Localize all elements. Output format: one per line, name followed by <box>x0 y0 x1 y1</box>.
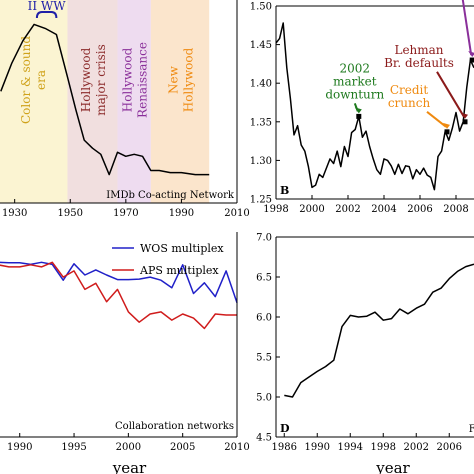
event-arrow-head <box>468 51 474 58</box>
x-tick-label: 2010 <box>224 208 249 219</box>
event-label-line: market <box>333 74 377 88</box>
era-region <box>0 0 68 203</box>
event-marker <box>469 57 474 63</box>
y-tick-label: 1.25 <box>250 195 272 206</box>
panel-c: 1990 1995 2000 2005 2010 year Collaboration ne… <box>0 232 250 474</box>
series-line <box>0 261 237 330</box>
x-tick-label: 2006 <box>437 442 462 453</box>
series-line <box>275 22 474 191</box>
x-tick-label: 2000 <box>116 442 141 453</box>
x-axis-label: year <box>112 459 147 474</box>
event-arrow-head <box>354 107 362 114</box>
y-tick-label: 5.5 <box>256 353 272 364</box>
event-arrow <box>436 71 465 118</box>
era-label: Hollywood major crisis <box>79 44 108 115</box>
series-line <box>284 263 474 398</box>
y-tick-label: 1.40 <box>250 79 272 90</box>
x-tick-label: 2010 <box>224 442 249 453</box>
event-arrow-head <box>443 122 450 129</box>
x-tick-label: 1970 <box>113 208 138 219</box>
y-tick-label: 1.50 <box>250 2 272 13</box>
x-tick-label: 2008 <box>443 204 468 215</box>
era-label-line: major crisis <box>94 44 108 115</box>
event-label-line: downturn <box>325 87 384 101</box>
chart-title: IMDb Co-acting Network <box>106 190 235 201</box>
panel-label: B <box>280 184 289 197</box>
chart-title: Collaboration networks <box>115 421 234 432</box>
x-tick-label: 1998 <box>263 204 288 215</box>
y-tick-label: 5.0 <box>256 393 272 404</box>
era-region <box>67 0 118 203</box>
series-line <box>0 261 238 303</box>
era-label-line: Hollywood <box>79 47 93 112</box>
event-marker <box>462 119 468 125</box>
x-tick-label: 2005 <box>170 442 195 453</box>
x-tick-label: 1930 <box>2 208 27 219</box>
panel-b: 1998 2000 2002 2004 2006 2008 1.25 1.30 1.35 1.40… <box>250 0 474 215</box>
panel-a: Color & sound era Hollywood major crisis Hol… <box>0 0 250 219</box>
era-label: Hollywood Renaissance <box>121 42 150 118</box>
event-label-line: Credit <box>390 83 429 97</box>
wwii-bracket <box>35 11 58 19</box>
x-tick-label: 2002 <box>404 442 429 453</box>
era-label: Color & sound era <box>19 36 48 124</box>
x-tick-label: 1990 <box>305 442 330 453</box>
era-label-line: Color & sound <box>19 36 33 124</box>
event-arrow-head <box>461 112 468 119</box>
x-tick-label: 1998 <box>371 442 396 453</box>
y-tick-label: 1.35 <box>250 117 272 128</box>
x-tick-label: 2002 <box>335 204 360 215</box>
panel-d: 1986 1990 1994 1998 2002 2006 4.5 5.0 5.5 6.0 6.5 7… <box>256 233 474 474</box>
y-tick-label: 6.5 <box>256 273 272 284</box>
era-label-line: era <box>34 70 48 90</box>
panel-label: D <box>280 422 290 435</box>
event-arrow <box>426 111 447 128</box>
event-label-line: Br. defaults <box>384 56 454 70</box>
era-region <box>117 0 151 203</box>
y-tick-label: 1.30 <box>250 156 272 167</box>
era-region <box>150 0 210 203</box>
x-tick-label: 1986 <box>272 442 297 453</box>
y-tick-label: 6.0 <box>256 313 272 324</box>
x-tick-label: 2004 <box>371 204 396 215</box>
event-marker <box>444 129 450 135</box>
x-tick-label: 2006 <box>407 204 432 215</box>
event-label-line: crunch <box>388 96 431 110</box>
y-tick-label: 1.45 <box>250 40 272 51</box>
legend-label: WOS multiplex <box>140 242 224 255</box>
era-label-line: Hollywood <box>121 47 135 112</box>
legend-label: APS multiplex <box>139 264 219 277</box>
wwii-label: II WW <box>28 0 67 13</box>
event-arrow <box>461 0 473 56</box>
x-tick-label: 1990 <box>169 208 194 219</box>
event-label-line: Lehman <box>394 43 443 57</box>
x-tick-label: 1994 <box>338 442 363 453</box>
event-label-line: 2002 <box>340 61 371 75</box>
era-label: New Hollywood <box>167 47 196 112</box>
x-tick-label: 1950 <box>58 208 83 219</box>
series-line <box>0 23 210 176</box>
x-tick-label: 1990 <box>7 442 32 453</box>
era-label-line: New <box>167 65 181 94</box>
y-tick-label: 4.5 <box>256 433 272 444</box>
chart-title: FA <box>469 424 474 435</box>
era-label-line: Renaissance <box>136 42 150 118</box>
x-tick-label: 2000 <box>299 204 324 215</box>
x-tick-label: 1995 <box>61 442 86 453</box>
era-label-line: Hollywood <box>182 47 196 112</box>
x-axis-label: year <box>375 459 410 474</box>
event-marker <box>356 113 362 119</box>
y-tick-label: 7.0 <box>256 233 272 244</box>
